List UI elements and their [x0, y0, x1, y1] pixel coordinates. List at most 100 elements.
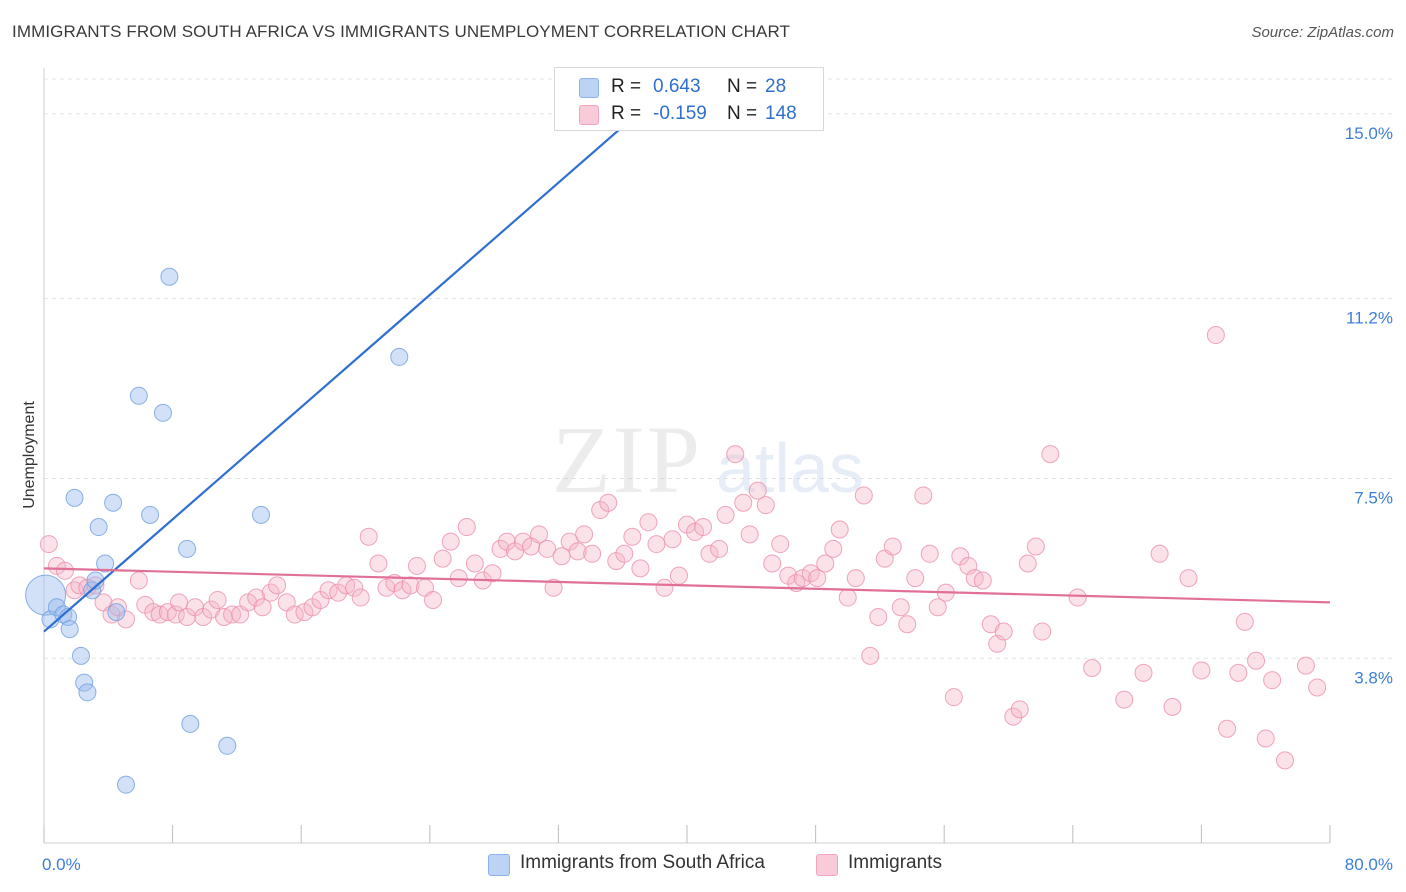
series-swatch-pink: [816, 854, 838, 876]
point-immigrants: [1218, 719, 1237, 738]
point-south-africa: [60, 620, 79, 639]
watermark-zip: ZIP: [552, 406, 702, 513]
point-immigrants: [623, 527, 642, 546]
stats-legend: R = 0.643 N = 28 R = -0.159 N = 148: [554, 67, 824, 131]
point-immigrants: [655, 578, 674, 597]
point-immigrants: [170, 593, 189, 612]
point-immigrants: [920, 544, 939, 563]
point-immigrants: [1083, 659, 1102, 678]
legend-n-value: 148: [765, 103, 797, 124]
point-south-africa: [390, 347, 409, 366]
point-immigrants: [1179, 569, 1198, 588]
point-immigrants: [457, 518, 476, 537]
legend-r-value: 0.643: [653, 76, 701, 97]
point-immigrants: [1206, 326, 1225, 345]
point-immigrants: [906, 569, 925, 588]
y-tick-label: 3.8%: [1354, 668, 1393, 687]
point-immigrants: [716, 505, 735, 524]
point-south-africa: [181, 714, 200, 733]
axes: [43, 68, 1331, 844]
point-immigrants: [891, 598, 910, 617]
point-immigrants: [261, 583, 280, 602]
point-immigrants: [575, 525, 594, 544]
series-label: Immigrants: [848, 852, 942, 873]
point-immigrants: [407, 556, 426, 575]
point-immigrants: [861, 646, 880, 665]
point-immigrants: [726, 445, 745, 464]
point-south-africa: [141, 505, 160, 524]
point-south-africa: [78, 683, 97, 702]
trend-line-south-africa: [43, 103, 650, 633]
point-immigrants: [631, 559, 650, 578]
legend-r-value: -0.159: [653, 103, 707, 124]
point-immigrants: [247, 588, 266, 607]
point-immigrants: [808, 569, 827, 588]
point-immigrants: [1229, 663, 1248, 682]
point-immigrants: [530, 525, 549, 544]
point-immigrants: [1163, 697, 1182, 716]
point-immigrants: [1150, 544, 1169, 563]
legend-n-label: N =: [727, 76, 758, 97]
series-swatch-blue: [488, 854, 510, 876]
point-immigrants: [129, 571, 148, 590]
point-immigrants: [763, 554, 782, 573]
point-immigrants: [748, 481, 767, 500]
point-immigrants: [869, 607, 888, 626]
x-tick-label-max: 80.0%: [1345, 855, 1393, 874]
point-immigrants: [771, 535, 790, 554]
point-immigrants: [116, 610, 135, 629]
point-immigrants: [268, 576, 287, 595]
x-tick-label-min: 0.0%: [42, 855, 81, 874]
source-label: Source: ZipAtlas.com: [1251, 24, 1394, 41]
point-immigrants: [883, 537, 902, 556]
chart-title: IMMIGRANTS FROM SOUTH AFRICA VS IMMIGRAN…: [12, 22, 791, 41]
point-immigrants: [166, 605, 185, 624]
point-immigrants: [639, 513, 658, 532]
point-immigrants: [615, 544, 634, 563]
point-south-africa: [116, 775, 135, 794]
point-immigrants: [898, 615, 917, 634]
trend-line-immigrants: [43, 567, 1331, 604]
point-immigrants: [1308, 678, 1327, 697]
point-immigrants: [491, 539, 510, 558]
point-immigrants: [351, 588, 370, 607]
point-immigrants: [583, 544, 602, 563]
series-label: Immigrants from South Africa: [520, 852, 765, 873]
legend-swatch-pink: [579, 105, 599, 125]
legend-r-label: R =: [611, 76, 642, 97]
point-immigrants: [756, 496, 775, 515]
point-immigrants: [1033, 622, 1052, 641]
point-immigrants: [433, 549, 452, 568]
point-immigrants: [928, 598, 947, 617]
point-south-africa: [252, 505, 271, 524]
point-immigrants: [359, 527, 378, 546]
point-immigrants: [694, 518, 713, 537]
point-immigrants: [544, 578, 563, 597]
point-south-africa: [71, 646, 90, 665]
point-immigrants: [1115, 690, 1134, 709]
point-immigrants: [1275, 751, 1294, 770]
point-immigrants: [424, 590, 443, 609]
point-immigrants: [208, 590, 227, 609]
point-south-africa: [96, 554, 115, 573]
point-immigrants: [1134, 663, 1153, 682]
watermark: ZIP atlas: [552, 406, 864, 513]
point-immigrants: [1296, 656, 1315, 675]
trend-lines: [43, 103, 1331, 633]
point-immigrants: [369, 554, 388, 573]
point-immigrants: [647, 535, 666, 554]
point-immigrants: [973, 571, 992, 590]
point-immigrants: [914, 486, 933, 505]
point-south-africa: [89, 518, 108, 537]
point-immigrants: [830, 520, 849, 539]
point-immigrants: [599, 493, 618, 512]
point-south-africa: [107, 603, 126, 622]
point-immigrants: [1247, 651, 1266, 670]
point-immigrants: [700, 544, 719, 563]
point-immigrants: [1004, 707, 1023, 726]
point-immigrants: [39, 535, 58, 554]
point-south-africa: [153, 403, 172, 422]
point-immigrants: [824, 539, 843, 558]
point-immigrants: [1263, 671, 1282, 690]
